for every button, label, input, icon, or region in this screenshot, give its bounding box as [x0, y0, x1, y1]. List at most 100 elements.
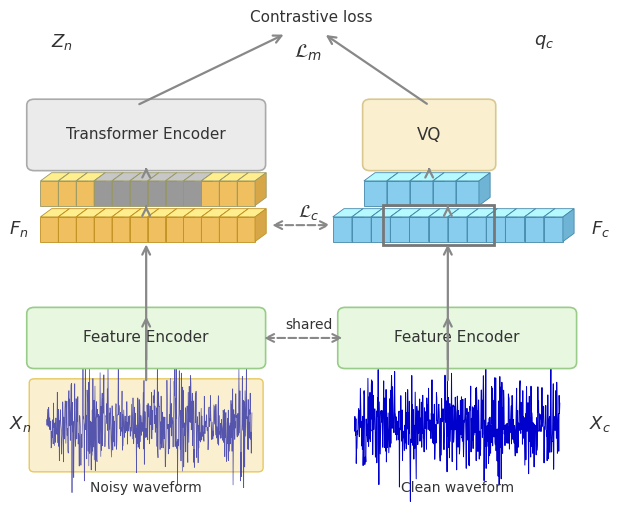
Polygon shape: [352, 209, 363, 242]
Polygon shape: [429, 209, 459, 217]
Polygon shape: [524, 217, 544, 242]
Polygon shape: [165, 181, 183, 206]
Polygon shape: [371, 217, 391, 242]
Polygon shape: [544, 209, 555, 242]
Text: $X_n$: $X_n$: [9, 414, 32, 434]
Polygon shape: [486, 209, 516, 217]
Polygon shape: [391, 209, 420, 217]
Polygon shape: [219, 173, 248, 181]
Polygon shape: [237, 217, 255, 242]
Polygon shape: [352, 217, 371, 242]
Polygon shape: [40, 209, 70, 217]
Polygon shape: [524, 209, 555, 217]
Polygon shape: [94, 209, 123, 217]
Polygon shape: [148, 217, 165, 242]
Polygon shape: [364, 173, 398, 181]
Polygon shape: [409, 209, 440, 217]
Polygon shape: [148, 181, 165, 206]
Polygon shape: [506, 209, 516, 242]
Polygon shape: [219, 181, 237, 206]
Text: $Z_n$: $Z_n$: [51, 32, 73, 52]
Polygon shape: [130, 181, 148, 206]
Polygon shape: [58, 173, 70, 206]
Text: $\mathbf{\mathit{F}}_n$: $\mathbf{\mathit{F}}_n$: [9, 219, 29, 239]
Polygon shape: [544, 209, 574, 217]
Polygon shape: [456, 173, 467, 206]
Polygon shape: [183, 173, 213, 181]
Polygon shape: [94, 181, 112, 206]
Text: Contrastive loss: Contrastive loss: [249, 10, 373, 26]
Polygon shape: [58, 209, 70, 242]
Polygon shape: [40, 181, 58, 206]
Polygon shape: [467, 217, 486, 242]
Polygon shape: [148, 209, 177, 217]
Polygon shape: [237, 209, 248, 242]
Polygon shape: [505, 209, 536, 217]
Polygon shape: [112, 173, 141, 181]
Bar: [383, 205, 494, 245]
Polygon shape: [148, 173, 177, 181]
FancyBboxPatch shape: [27, 307, 266, 369]
Text: $X_c$: $X_c$: [589, 414, 611, 434]
Polygon shape: [130, 209, 141, 242]
Text: $\mathcal{L}_m$: $\mathcal{L}_m$: [294, 42, 322, 63]
Polygon shape: [433, 181, 456, 206]
Polygon shape: [165, 173, 195, 181]
Polygon shape: [387, 173, 421, 181]
Polygon shape: [76, 209, 105, 217]
Polygon shape: [183, 209, 213, 217]
Polygon shape: [58, 181, 76, 206]
Polygon shape: [130, 209, 159, 217]
Polygon shape: [202, 217, 219, 242]
FancyBboxPatch shape: [363, 99, 496, 171]
Polygon shape: [237, 173, 248, 206]
Polygon shape: [112, 209, 123, 242]
Text: Transformer Encoder: Transformer Encoder: [67, 127, 226, 142]
Polygon shape: [371, 209, 402, 217]
Polygon shape: [429, 209, 440, 242]
Polygon shape: [333, 217, 352, 242]
Polygon shape: [94, 209, 105, 242]
Polygon shape: [219, 217, 237, 242]
Polygon shape: [165, 209, 177, 242]
Polygon shape: [40, 217, 58, 242]
Polygon shape: [148, 173, 159, 206]
Polygon shape: [76, 173, 105, 181]
Text: Feature Encoder: Feature Encoder: [83, 331, 209, 345]
Polygon shape: [219, 209, 230, 242]
Polygon shape: [479, 173, 490, 206]
Polygon shape: [467, 209, 498, 217]
Polygon shape: [486, 217, 506, 242]
Polygon shape: [165, 217, 183, 242]
Polygon shape: [505, 217, 524, 242]
Polygon shape: [76, 173, 87, 206]
Polygon shape: [364, 181, 387, 206]
Polygon shape: [76, 181, 94, 206]
Polygon shape: [76, 217, 94, 242]
Polygon shape: [112, 217, 130, 242]
Polygon shape: [448, 209, 478, 217]
Polygon shape: [112, 181, 130, 206]
Polygon shape: [202, 181, 219, 206]
Polygon shape: [352, 209, 383, 217]
Polygon shape: [202, 209, 213, 242]
Text: $\mathbf{\mathit{F}}_c$: $\mathbf{\mathit{F}}_c$: [590, 219, 610, 239]
Polygon shape: [387, 173, 398, 206]
Polygon shape: [410, 173, 444, 181]
Polygon shape: [433, 173, 467, 181]
Polygon shape: [563, 209, 574, 242]
Polygon shape: [94, 173, 105, 206]
Polygon shape: [58, 173, 87, 181]
Polygon shape: [148, 209, 159, 242]
FancyBboxPatch shape: [27, 99, 266, 171]
Polygon shape: [333, 209, 363, 217]
Polygon shape: [237, 209, 266, 217]
Polygon shape: [130, 217, 148, 242]
Polygon shape: [371, 209, 383, 242]
Polygon shape: [409, 217, 429, 242]
Polygon shape: [387, 181, 410, 206]
Polygon shape: [467, 209, 478, 242]
Polygon shape: [409, 209, 420, 242]
Polygon shape: [219, 173, 230, 206]
Polygon shape: [94, 173, 123, 181]
